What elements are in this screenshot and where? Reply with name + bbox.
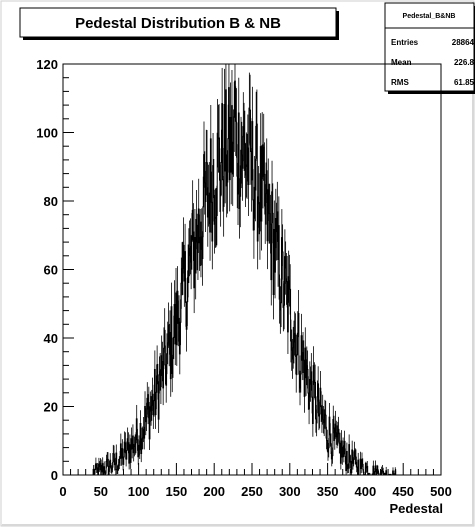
stats-rms-label: RMS bbox=[391, 78, 409, 87]
x-axis: 0 50 100 150 200 250 300 350 400 450 500 bbox=[59, 463, 452, 499]
stats-entries-value: 28864 bbox=[452, 38, 475, 47]
stats-rms-value: 61.85 bbox=[454, 78, 475, 87]
stats-mean-label: Mean bbox=[391, 58, 412, 67]
y-tick-label: 0 bbox=[51, 468, 58, 483]
y-tick-label: 120 bbox=[36, 57, 58, 72]
y-tick-label: 20 bbox=[44, 400, 58, 415]
x-tick-label: 200 bbox=[203, 484, 225, 499]
title-box-frame bbox=[19, 7, 337, 38]
histogram-outline bbox=[92, 80, 397, 476]
x-tick-label: 150 bbox=[166, 484, 188, 499]
title-box: Pedestal Distribution B & NB bbox=[19, 7, 339, 40]
stats-mean-value: 226.8 bbox=[454, 58, 475, 67]
stats-box-name: Pedestal_B&NB bbox=[403, 13, 456, 20]
x-tick-label: 350 bbox=[317, 484, 339, 499]
y-tick-label: 80 bbox=[44, 194, 58, 209]
y-tick-label: 60 bbox=[44, 263, 58, 278]
chart-title: Pedestal Distribution B & NB bbox=[75, 15, 281, 32]
x-axis-title: Pedestal bbox=[390, 501, 443, 516]
x-tick-label: 50 bbox=[94, 484, 108, 499]
y-tick-label: 100 bbox=[36, 126, 58, 141]
y-tick-label: 40 bbox=[44, 331, 58, 346]
stats-box: Pedestal_B&NB Entries 28864 Mean 226.8 R… bbox=[384, 2, 475, 94]
stats-box-frame bbox=[384, 2, 475, 92]
stats-entries-label: Entries bbox=[391, 38, 419, 47]
x-tick-label: 250 bbox=[241, 484, 263, 499]
x-tick-label: 300 bbox=[279, 484, 301, 499]
x-tick-label: 450 bbox=[392, 484, 414, 499]
histogram-bins bbox=[92, 64, 397, 476]
x-tick-label: 100 bbox=[128, 484, 150, 499]
y-axis: 0 20 40 60 80 100 120 bbox=[36, 57, 74, 483]
x-tick-label: 0 bbox=[59, 484, 66, 499]
x-tick-label: 500 bbox=[430, 484, 452, 499]
x-tick-label: 400 bbox=[355, 484, 377, 499]
